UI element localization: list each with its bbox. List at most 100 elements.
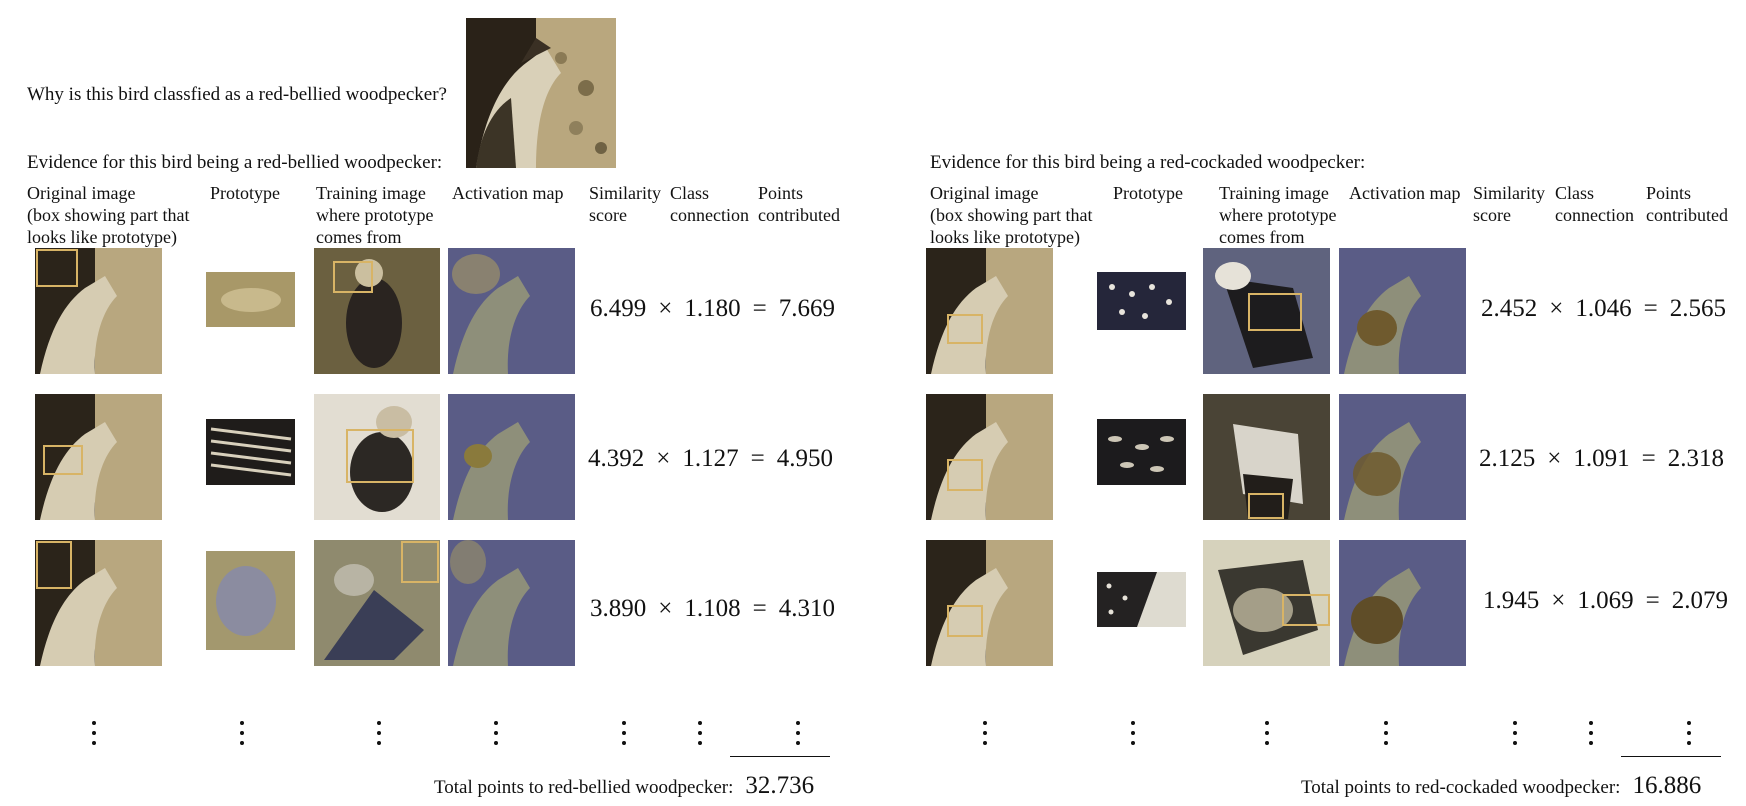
equals-sign: = — [1643, 295, 1658, 322]
points-contributed: 4.310 — [778, 595, 835, 622]
score-formula-row-3: 1.945 × 1.069 = 2.079 — [1483, 587, 1728, 615]
times-sign: × — [1549, 295, 1564, 322]
total-label: Total points to red-bellied woodpecker: — [434, 777, 734, 798]
equals-sign: = — [752, 295, 767, 322]
original-image-row-2 — [926, 394, 1053, 520]
continuation-dots — [1265, 715, 1269, 751]
column-header-training: Training image where prototype comes fro… — [1219, 183, 1337, 247]
points-contributed: 7.669 — [778, 295, 835, 322]
continuation-dots — [1513, 715, 1517, 751]
column-header-original: Original image (box showing part that lo… — [930, 183, 1093, 247]
times-sign: × — [1551, 587, 1566, 614]
prototype-row-1 — [206, 272, 295, 327]
total-value: 32.736 — [745, 772, 815, 799]
activation-map-row-2 — [1339, 394, 1466, 520]
times-sign: × — [1547, 445, 1562, 472]
class-connection: 1.069 — [1577, 587, 1634, 614]
training-image-row-2 — [314, 394, 440, 520]
prototype-row-2 — [206, 419, 295, 485]
total-label: Total points to red-cockaded woodpecker: — [1301, 777, 1621, 798]
class-connection: 1.108 — [684, 595, 741, 622]
equals-sign: = — [1645, 587, 1660, 614]
column-header-activation: Activation map — [452, 183, 564, 203]
similarity-score: 3.890 — [590, 595, 647, 622]
equals-sign: = — [1641, 445, 1656, 472]
continuation-dots — [377, 715, 381, 751]
column-header-prototype: Prototype — [1113, 183, 1183, 203]
total-points: Total points to red-cockaded woodpecker:… — [1301, 772, 1701, 800]
column-header-points: Points contributed — [1646, 183, 1728, 225]
continuation-dots — [1131, 715, 1135, 751]
training-image-row-3 — [1203, 540, 1330, 666]
points-contributed: 2.318 — [1667, 445, 1724, 472]
training-image-row-3 — [314, 540, 440, 666]
activation-map-row-2 — [448, 394, 575, 520]
score-formula-row-2: 2.125 × 1.091 = 2.318 — [1479, 445, 1724, 473]
sum-line — [1621, 756, 1721, 757]
column-header-original: Original image (box showing part that lo… — [27, 183, 190, 247]
column-header-connection: Class connection — [670, 183, 749, 225]
times-sign: × — [658, 295, 673, 322]
continuation-dots — [92, 715, 96, 751]
equals-sign: = — [750, 445, 765, 472]
score-formula-row-1: 2.452 × 1.046 = 2.565 — [1481, 295, 1726, 323]
training-image-row-2 — [1203, 394, 1330, 520]
prototype-row-3 — [1097, 572, 1186, 627]
prototype-row-2 — [1097, 419, 1186, 485]
similarity-score: 2.452 — [1481, 295, 1538, 322]
column-header-connection: Class connection — [1555, 183, 1634, 225]
activation-map-row-3 — [1339, 540, 1466, 666]
continuation-dots — [796, 715, 800, 751]
prototype-row-3 — [206, 551, 295, 650]
original-image-row-1 — [35, 248, 162, 374]
times-sign: × — [656, 445, 671, 472]
continuation-dots — [1384, 715, 1388, 751]
class-connection: 1.180 — [684, 295, 741, 322]
evidence-heading: Evidence for this bird being a red-belli… — [27, 152, 443, 173]
activation-map-row-1 — [448, 248, 575, 374]
score-formula-row-1: 6.499 × 1.180 = 7.669 — [590, 295, 835, 323]
class-connection: 1.091 — [1573, 445, 1630, 472]
points-contributed: 4.950 — [776, 445, 833, 472]
continuation-dots — [494, 715, 498, 751]
similarity-score: 1.945 — [1483, 587, 1540, 614]
original-image-row-2 — [35, 394, 162, 520]
evidence-panel-red-bellied: Evidence for this bird being a red-belli… — [27, 152, 840, 800]
continuation-dots — [983, 715, 987, 751]
total-points: Total points to red-bellied woodpecker: 3… — [434, 772, 814, 800]
times-sign: × — [658, 595, 673, 622]
training-image-row-1 — [1203, 248, 1330, 374]
column-header-similarity: Similarity score — [1473, 183, 1545, 225]
column-header-points: Points contributed — [758, 183, 840, 225]
prototype-row-1 — [1097, 272, 1186, 330]
activation-map-row-3 — [448, 540, 575, 666]
column-header-prototype: Prototype — [210, 183, 280, 203]
column-header-training: Training image where prototype comes fro… — [316, 183, 434, 247]
score-formula-row-3: 3.890 × 1.108 = 4.310 — [590, 595, 835, 623]
class-connection: 1.127 — [682, 445, 739, 472]
total-value: 16.886 — [1632, 772, 1702, 799]
similarity-score: 6.499 — [590, 295, 647, 322]
similarity-score: 2.125 — [1479, 445, 1536, 472]
activation-map-row-1 — [1339, 248, 1466, 374]
continuation-dots — [240, 715, 244, 751]
query-bird-image — [466, 18, 616, 168]
continuation-dots — [698, 715, 702, 751]
similarity-score: 4.392 — [588, 445, 645, 472]
column-header-similarity: Similarity score — [589, 183, 661, 225]
continuation-dots — [1687, 715, 1691, 751]
training-image-row-1 — [314, 248, 440, 374]
class-connection: 1.046 — [1575, 295, 1632, 322]
continuation-dots — [622, 715, 626, 751]
original-image-row-3 — [35, 540, 162, 666]
sum-line — [730, 756, 830, 757]
original-image-row-3 — [926, 540, 1053, 666]
points-contributed: 2.079 — [1671, 587, 1728, 614]
equals-sign: = — [752, 595, 767, 622]
evidence-panel-red-cockaded: Evidence for this bird being a red-cocka… — [903, 0, 1746, 806]
column-header-activation: Activation map — [1349, 183, 1461, 203]
score-formula-row-2: 4.392 × 1.127 = 4.950 — [588, 445, 833, 473]
points-contributed: 2.565 — [1669, 295, 1726, 322]
original-image-row-1 — [926, 248, 1053, 374]
continuation-dots — [1589, 715, 1593, 751]
